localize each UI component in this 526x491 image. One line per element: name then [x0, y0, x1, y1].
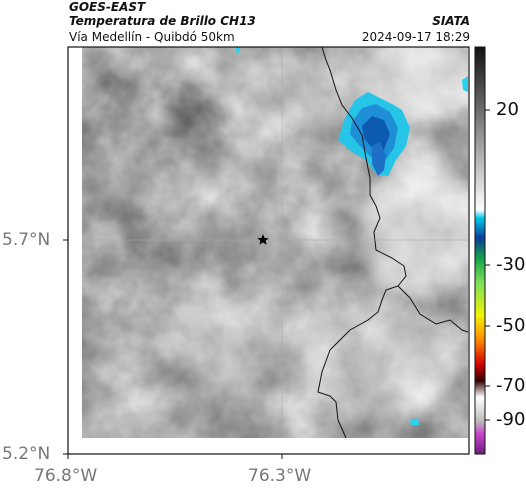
- colorbar-ticks: [485, 109, 490, 421]
- colorbar-label-neg70: -70: [496, 375, 526, 396]
- timestamp: 2024-09-17 18:29: [361, 30, 470, 44]
- colorbar-label-20: 20: [496, 99, 519, 120]
- region-subtitle: Vía Medellín - Quibdó 50km: [69, 30, 235, 44]
- colorbar-label-neg50: -50: [496, 315, 526, 336]
- colorbar: [474, 46, 486, 455]
- colorbar-label-neg30: -30: [496, 254, 526, 275]
- agency-name: SIATA: [432, 14, 470, 28]
- satellite-name: GOES-EAST: [69, 0, 146, 14]
- colorbar-label-neg90: -90: [496, 409, 526, 430]
- lon-label-76-3: 76.3°W: [248, 466, 312, 486]
- lon-label-76-8: 76.8°W: [34, 466, 98, 486]
- map-frame: [67, 46, 470, 455]
- product-title: Temperatura de Brillo CH13: [69, 14, 256, 28]
- lat-label-5-2: 5.2°N: [2, 444, 51, 464]
- brightness-temperature-field: [82, 47, 468, 438]
- star-icon: [257, 234, 269, 245]
- lat-label-5-7: 5.7°N: [2, 230, 51, 250]
